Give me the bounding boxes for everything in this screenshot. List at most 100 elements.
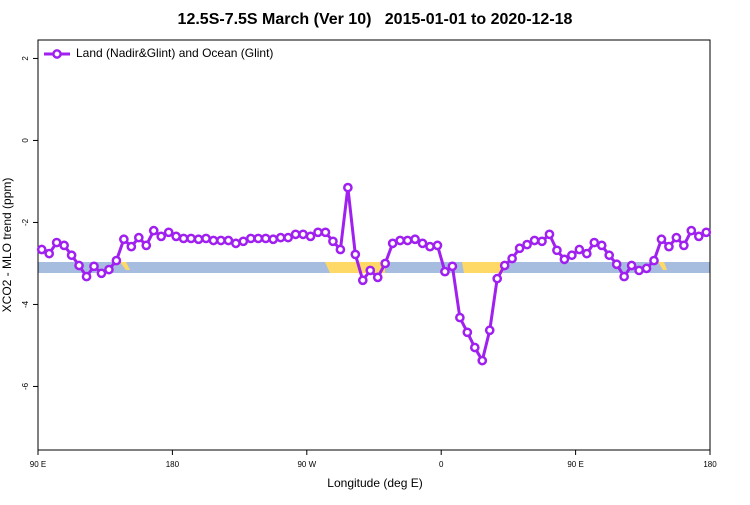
x-tick-label: 180 bbox=[166, 460, 180, 469]
land-strip bbox=[462, 262, 506, 273]
legend-marker bbox=[52, 49, 62, 59]
data-point bbox=[171, 231, 181, 242]
data-point bbox=[492, 273, 503, 284]
land-strip bbox=[120, 262, 130, 270]
data-point bbox=[664, 241, 674, 252]
data-point bbox=[596, 240, 607, 251]
y-tick-label: -4 bbox=[21, 300, 30, 308]
data-point bbox=[522, 239, 532, 250]
data-point bbox=[163, 227, 174, 238]
data-point bbox=[313, 227, 323, 238]
data-point bbox=[410, 234, 420, 245]
data-point bbox=[462, 327, 473, 338]
data-point bbox=[193, 234, 204, 245]
data-point bbox=[626, 260, 637, 271]
y-tick-label: -6 bbox=[21, 382, 30, 390]
data-point bbox=[44, 248, 55, 259]
x-tick-label: 90 E bbox=[567, 460, 583, 469]
data-point bbox=[537, 236, 547, 247]
legend-label: Land (Nadir&Glint) and Ocean (Glint) bbox=[76, 46, 273, 60]
data-point bbox=[417, 238, 428, 249]
data-point bbox=[686, 225, 697, 236]
data-point bbox=[611, 259, 622, 270]
data-point bbox=[335, 244, 346, 255]
chart-title: 12.5S-7.5S March (Ver 10) 2015-01-01 to … bbox=[178, 11, 573, 28]
data-point bbox=[275, 232, 286, 243]
data-point bbox=[208, 235, 219, 246]
data-point bbox=[36, 244, 47, 255]
data-point bbox=[186, 233, 196, 244]
y-tick-label: 2 bbox=[21, 56, 30, 61]
data-point bbox=[469, 342, 480, 353]
data-point bbox=[671, 232, 682, 243]
data-point bbox=[589, 237, 600, 248]
data-point bbox=[328, 236, 338, 247]
data-point bbox=[268, 234, 279, 245]
data-point bbox=[59, 240, 69, 251]
data-point bbox=[499, 260, 510, 271]
data-point bbox=[656, 234, 667, 245]
data-point bbox=[455, 312, 465, 323]
data-point bbox=[529, 235, 540, 246]
data-point bbox=[447, 261, 458, 272]
land-strip bbox=[658, 262, 667, 270]
data-point bbox=[320, 227, 331, 238]
data-point bbox=[552, 245, 562, 256]
data-point bbox=[559, 254, 570, 265]
data-point bbox=[425, 241, 435, 252]
data-point bbox=[81, 271, 92, 282]
data-point bbox=[133, 232, 144, 243]
data-point bbox=[141, 240, 152, 251]
data-point bbox=[544, 229, 555, 240]
data-point bbox=[260, 233, 271, 244]
data-point bbox=[402, 235, 413, 246]
data-point bbox=[119, 234, 129, 245]
data-point bbox=[604, 250, 615, 261]
data-point bbox=[395, 235, 405, 246]
data-point bbox=[89, 261, 99, 272]
data-point bbox=[634, 265, 644, 276]
data-point bbox=[74, 260, 84, 271]
data-point bbox=[514, 243, 525, 254]
data-point bbox=[126, 241, 137, 252]
data-point bbox=[290, 229, 301, 240]
data-point bbox=[111, 255, 122, 266]
x-tick-label: 90 E bbox=[30, 460, 46, 469]
data-point bbox=[223, 235, 234, 246]
data-point bbox=[641, 263, 652, 274]
data-point bbox=[387, 238, 398, 249]
data-point bbox=[201, 233, 211, 244]
y-axis-label: XCO2 - MLO trend (ppm) bbox=[0, 178, 14, 313]
data-point bbox=[574, 244, 585, 255]
data-point bbox=[693, 231, 704, 242]
data-point bbox=[581, 248, 592, 259]
data-point bbox=[477, 355, 488, 366]
data-point bbox=[66, 250, 77, 261]
data-point bbox=[148, 225, 159, 236]
data-point bbox=[372, 272, 383, 283]
x-tick-label: 180 bbox=[703, 460, 717, 469]
data-point bbox=[156, 231, 167, 242]
data-point bbox=[357, 275, 368, 286]
data-point bbox=[432, 240, 443, 251]
data-point bbox=[231, 238, 241, 249]
data-point bbox=[253, 233, 264, 244]
plot-frame bbox=[37, 39, 711, 451]
y-tick-label: -2 bbox=[21, 218, 30, 226]
data-point bbox=[484, 325, 495, 336]
data-point bbox=[365, 265, 376, 276]
data-point bbox=[305, 231, 316, 242]
data-point bbox=[507, 253, 517, 264]
data-point bbox=[96, 268, 107, 279]
data-point bbox=[567, 250, 577, 261]
x-tick-label: 90 W bbox=[297, 460, 316, 469]
data-point bbox=[679, 240, 689, 251]
data-point bbox=[701, 227, 712, 238]
data-point bbox=[283, 232, 293, 243]
data-point bbox=[649, 255, 659, 266]
y-tick-label: 0 bbox=[21, 138, 30, 143]
data-point bbox=[104, 264, 114, 275]
data-point bbox=[298, 229, 308, 240]
